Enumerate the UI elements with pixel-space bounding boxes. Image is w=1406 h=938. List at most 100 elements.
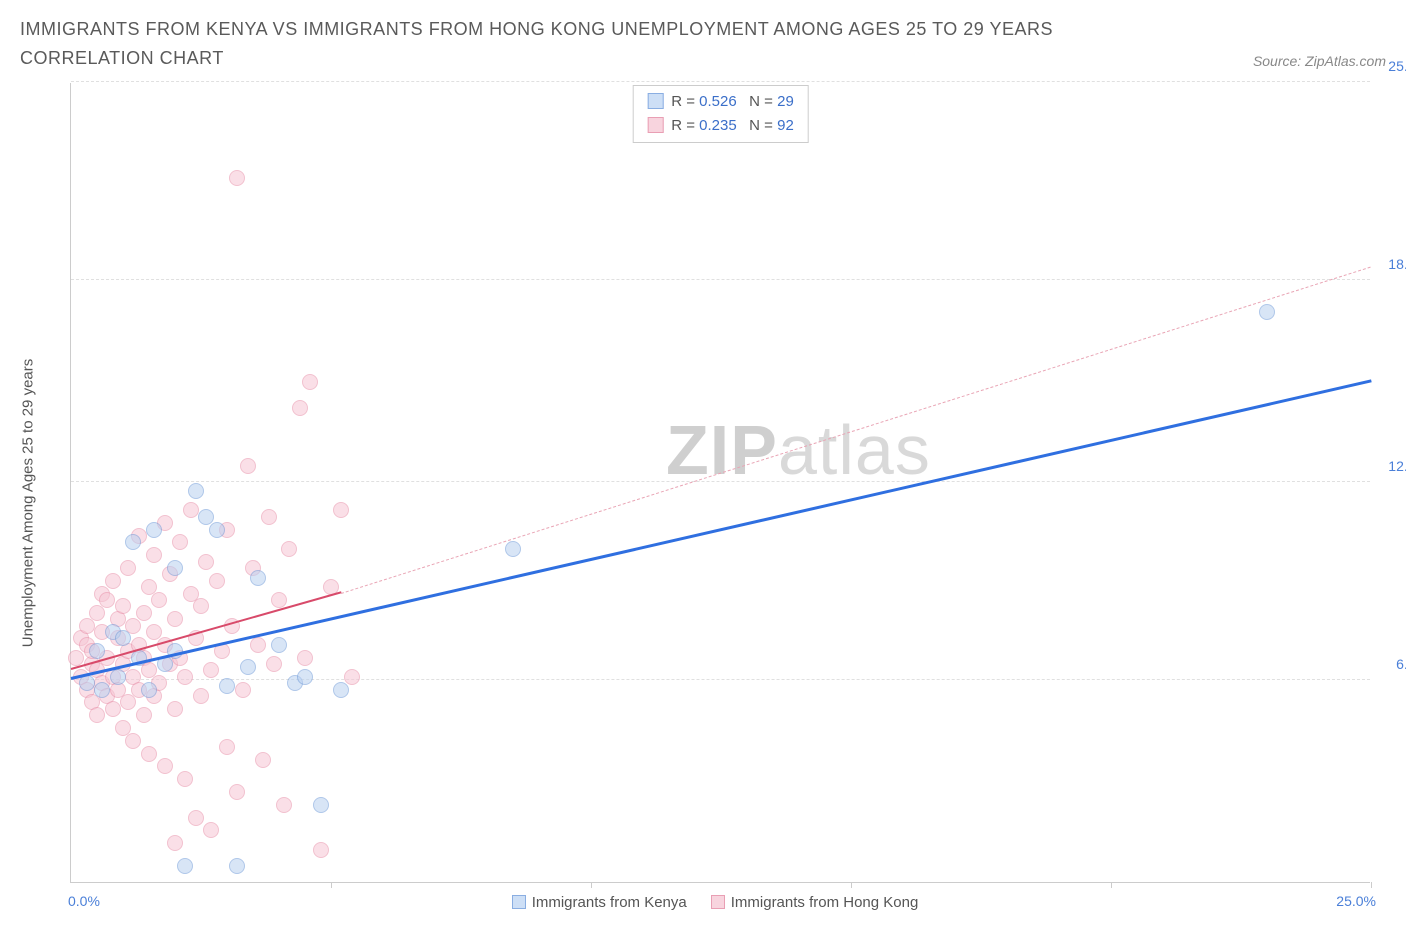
gridline	[71, 279, 1370, 280]
data-point	[219, 739, 235, 755]
data-point	[250, 637, 266, 653]
data-point	[110, 669, 126, 685]
data-point	[177, 669, 193, 685]
gridline	[71, 481, 1370, 482]
data-point	[229, 784, 245, 800]
plot-area: ZIPatlas R = 0.526 N = 29R = 0.235 N = 9…	[70, 83, 1370, 883]
y-tick-label: 12.5%	[1388, 458, 1406, 474]
legend-swatch	[647, 93, 663, 109]
legend-label: Immigrants from Hong Kong	[731, 894, 919, 911]
data-point	[120, 560, 136, 576]
y-axis-label: Unemployment Among Ages 25 to 29 years	[20, 358, 37, 647]
data-point	[167, 701, 183, 717]
data-point	[146, 522, 162, 538]
data-point	[125, 534, 141, 550]
legend-swatch	[647, 117, 663, 133]
x-tick	[1111, 882, 1112, 888]
chart-title: IMMIGRANTS FROM KENYA VS IMMIGRANTS FROM…	[20, 15, 1170, 73]
data-point	[188, 810, 204, 826]
data-point	[146, 547, 162, 563]
data-point	[250, 570, 266, 586]
data-point	[141, 746, 157, 762]
data-point	[167, 835, 183, 851]
data-point	[203, 822, 219, 838]
data-point	[79, 618, 95, 634]
data-point	[219, 678, 235, 694]
data-point	[203, 662, 219, 678]
data-point	[333, 502, 349, 518]
data-point	[297, 650, 313, 666]
data-point	[105, 573, 121, 589]
source-attribution: Source: ZipAtlas.com	[1253, 53, 1386, 73]
data-point	[115, 598, 131, 614]
data-point	[89, 643, 105, 659]
data-point	[89, 605, 105, 621]
data-point	[266, 656, 282, 672]
series-legend: Immigrants from Kenya Immigrants from Hon…	[20, 894, 1386, 911]
data-point	[193, 688, 209, 704]
data-point	[271, 637, 287, 653]
data-point	[120, 694, 136, 710]
legend-swatch	[711, 895, 725, 909]
data-point	[240, 659, 256, 675]
data-point	[141, 682, 157, 698]
x-tick	[851, 882, 852, 888]
trend-line	[71, 379, 1372, 680]
data-point	[177, 771, 193, 787]
data-point	[271, 592, 287, 608]
data-point	[193, 598, 209, 614]
data-point	[172, 534, 188, 550]
data-point	[136, 707, 152, 723]
data-point	[125, 733, 141, 749]
stats-row: R = 0.526 N = 29	[647, 90, 794, 114]
data-point	[68, 650, 84, 666]
data-point	[313, 797, 329, 813]
data-point	[297, 669, 313, 685]
y-tick-label: 18.8%	[1388, 256, 1406, 272]
data-point	[136, 605, 152, 621]
data-point	[229, 858, 245, 874]
y-tick-label: 25.0%	[1388, 58, 1406, 74]
data-point	[167, 611, 183, 627]
data-point	[276, 797, 292, 813]
data-point	[229, 170, 245, 186]
data-point	[333, 682, 349, 698]
stats-row: R = 0.235 N = 92	[647, 114, 794, 138]
legend-label: Immigrants from Kenya	[532, 894, 687, 911]
data-point	[183, 502, 199, 518]
data-point	[235, 682, 251, 698]
data-point	[302, 374, 318, 390]
data-point	[115, 630, 131, 646]
data-point	[99, 592, 115, 608]
data-point	[209, 573, 225, 589]
chart-header: IMMIGRANTS FROM KENYA VS IMMIGRANTS FROM…	[20, 15, 1386, 73]
legend-swatch	[512, 895, 526, 909]
x-tick	[591, 882, 592, 888]
trend-line	[341, 266, 1371, 593]
x-tick	[331, 882, 332, 888]
data-point	[1259, 304, 1275, 320]
data-point	[157, 758, 173, 774]
data-point	[240, 458, 256, 474]
data-point	[255, 752, 271, 768]
data-point	[167, 560, 183, 576]
data-point	[198, 554, 214, 570]
y-tick-label: 6.3%	[1396, 656, 1406, 672]
data-point	[188, 483, 204, 499]
data-point	[281, 541, 297, 557]
data-point	[313, 842, 329, 858]
data-point	[94, 682, 110, 698]
x-tick	[1371, 882, 1372, 888]
data-point	[292, 400, 308, 416]
correlation-chart: Unemployment Among Ages 25 to 29 years Z…	[20, 83, 1386, 923]
data-point	[89, 707, 105, 723]
data-point	[505, 541, 521, 557]
data-point	[177, 858, 193, 874]
data-point	[261, 509, 277, 525]
data-point	[151, 592, 167, 608]
data-point	[209, 522, 225, 538]
gridline	[71, 81, 1370, 82]
correlation-stats-box: R = 0.526 N = 29R = 0.235 N = 92	[632, 85, 809, 143]
data-point	[105, 701, 121, 717]
gridline	[71, 679, 1370, 680]
